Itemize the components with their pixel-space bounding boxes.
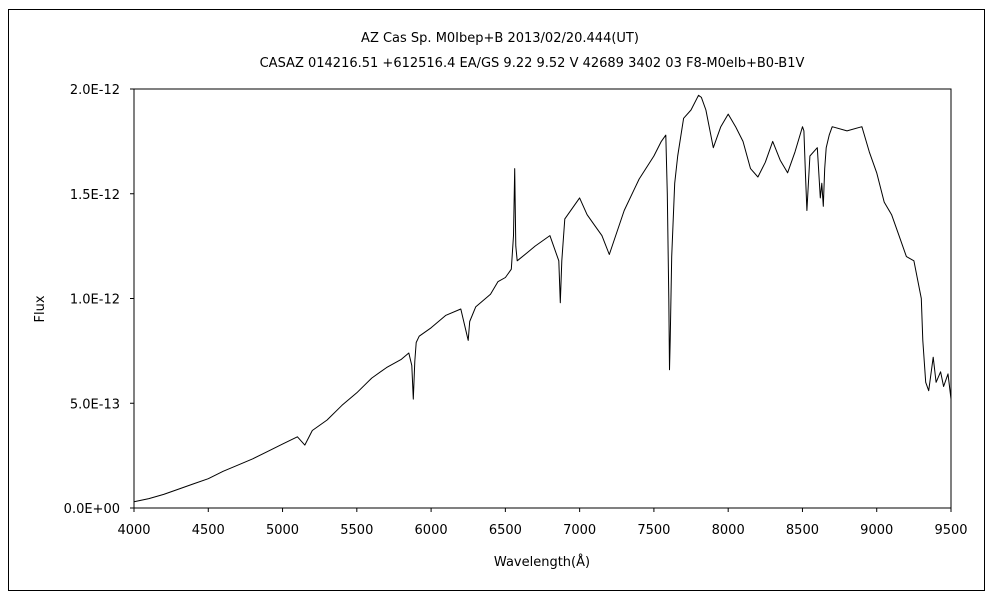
- x-tick-label: 6500: [489, 523, 522, 538]
- y-tick-label: 2.0E-12: [70, 83, 120, 98]
- chart-frame: [8, 9, 985, 591]
- spectrum-line: [133, 94, 952, 503]
- x-tick-label: 9000: [860, 523, 893, 538]
- y-tick-label: 1.0E-12: [70, 293, 120, 308]
- y-tick-label: 1.5E-12: [70, 188, 120, 203]
- x-axis-label: Wavelength(Å): [494, 554, 590, 570]
- x-tick-label: 8000: [712, 523, 745, 538]
- x-tick-label: 5500: [340, 523, 373, 538]
- x-tick-label: 4500: [192, 523, 225, 538]
- y-axis-label: Flux: [33, 295, 48, 322]
- chart-title: AZ Cas Sp. M0Ibep+B 2013/02/20.444(UT): [361, 31, 639, 46]
- x-tick-label: 5000: [266, 523, 299, 538]
- x-tick-label: 7500: [637, 523, 670, 538]
- plot-area: [133, 88, 952, 509]
- x-tick-label: 6000: [415, 523, 448, 538]
- x-tick-label: 8500: [786, 523, 819, 538]
- y-tick-label: 0.0E+00: [64, 502, 120, 517]
- x-tick-label: 7000: [563, 523, 596, 538]
- chart-subtitle: CASAZ 014216.51 +612516.4 EA/GS 9.22 9.5…: [260, 56, 805, 71]
- y-axis-ticks: 0.0E+00 5.0E-13 1.0E-12 1.5E-12 2.0E-12: [64, 83, 134, 517]
- y-tick-label: 5.0E-13: [70, 397, 120, 412]
- x-axis-ticks: 4000 4500 5000 5500 6000 6500 7000 7500 8000 8500…: [117, 508, 968, 538]
- series-group: [133, 94, 952, 503]
- x-tick-label: 9500: [934, 523, 967, 538]
- x-tick-label: 4000: [117, 523, 150, 538]
